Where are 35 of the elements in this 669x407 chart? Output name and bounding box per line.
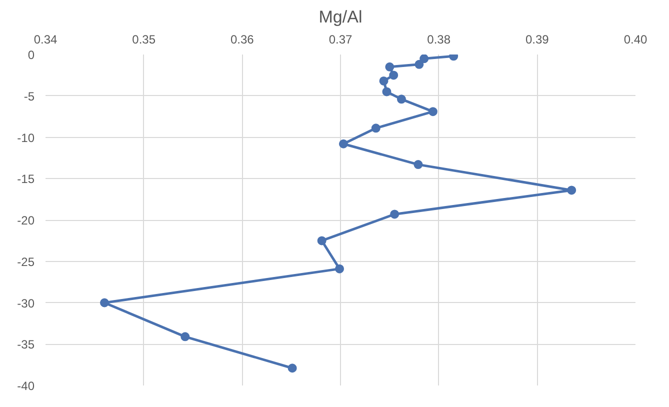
x-tick-label: 0.37 <box>328 32 353 46</box>
y-tick-label: -30 <box>17 296 35 310</box>
point <box>288 364 297 373</box>
point <box>317 236 326 246</box>
y-tick-label: -10 <box>17 130 35 145</box>
y-tick-label: 0 <box>28 48 35 62</box>
point <box>335 264 344 274</box>
point <box>567 186 576 195</box>
point <box>100 298 109 308</box>
point <box>390 210 400 219</box>
point <box>338 139 348 148</box>
point <box>414 160 423 170</box>
y-tick-label: -25 <box>17 254 35 269</box>
y-tick-label: -35 <box>17 338 35 352</box>
x-tick-label: 0.40 <box>624 32 648 46</box>
x-tick-label: 0.35 <box>132 32 156 46</box>
x-tick-label: 0.36 <box>230 32 254 46</box>
point <box>428 107 438 116</box>
y-tick-label: -40 <box>17 379 35 393</box>
y-tick-label: -20 <box>17 214 35 228</box>
chart-title: Mg/Al <box>318 8 362 26</box>
point <box>396 94 406 104</box>
point <box>420 54 429 64</box>
point <box>385 62 394 72</box>
x-tick-label: 0.38 <box>427 32 451 46</box>
x-tick-label: 0.39 <box>525 32 550 46</box>
point <box>379 76 388 86</box>
y-tick-label: -5 <box>24 89 35 104</box>
x-tick-label: 0.34 <box>34 32 58 46</box>
point <box>382 87 392 96</box>
point <box>180 332 190 342</box>
point <box>371 124 380 133</box>
point <box>414 60 424 69</box>
y-tick-label: -15 <box>17 172 35 186</box>
point <box>389 70 398 80</box>
